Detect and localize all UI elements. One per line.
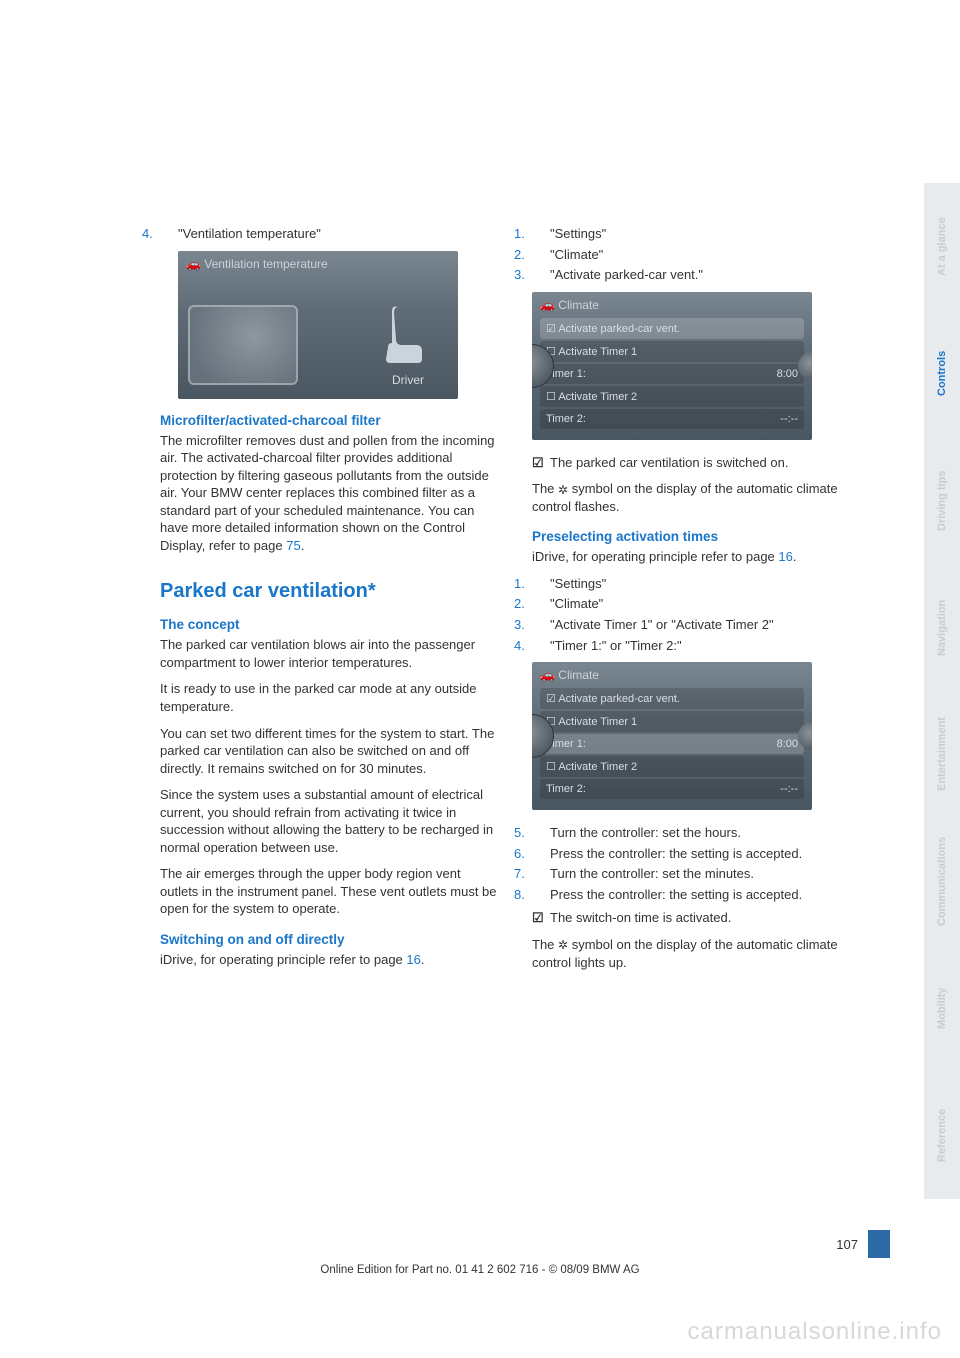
pstep-2: 2."Climate" xyxy=(532,595,870,613)
pstep-5: 5.Turn the controller: set the hours. xyxy=(532,824,870,842)
page-ref-16b[interactable]: 16 xyxy=(778,549,792,564)
tab-spacer xyxy=(924,0,960,183)
paragraph-switched-on: ☑The parked car ventilation is switched … xyxy=(532,454,870,472)
two-column-layout: 4."Ventilation temperature" 🚗 Ventilatio… xyxy=(160,225,870,980)
paragraph-concept-5: The air emerges through the upper body r… xyxy=(160,865,498,918)
left-column: 4."Ventilation temperature" 🚗 Ventilatio… xyxy=(160,225,498,980)
pstep-7: 7.Turn the controller: set the minutes. xyxy=(532,865,870,883)
pstep-4: 4."Timer 1:" or "Timer 2:" xyxy=(532,637,870,655)
screenshot-driver-label: Driver xyxy=(392,373,424,387)
menu-row: Timer 2:--:-- xyxy=(540,409,804,429)
page-number-wrap: 107 xyxy=(836,1230,890,1258)
screenshot-header: 🚗 Ventilation temperature xyxy=(186,257,450,271)
fan-icon: ✲ xyxy=(558,937,568,953)
step-activate-parked: 3."Activate parked-car vent." xyxy=(532,266,870,284)
watermark: carmanualsonline.info xyxy=(688,1318,942,1346)
heading-preselecting: Preselecting activation times xyxy=(532,529,870,544)
menu-row: Timer 1:8:00 xyxy=(540,734,804,754)
heading-switching: Switching on and off directly xyxy=(160,932,498,947)
pstep-6: 6.Press the controller: the setting is a… xyxy=(532,845,870,863)
menu-row: Timer 2:--:-- xyxy=(540,779,804,799)
pstep-3: 3."Activate Timer 1" or "Activate Timer … xyxy=(532,616,870,634)
right-column: 1."Settings" 2."Climate" 3."Activate par… xyxy=(532,225,870,980)
heading-concept: The concept xyxy=(160,617,498,632)
paragraph-microfilter: The microfilter removes dust and pollen … xyxy=(160,432,498,555)
footer-text: Online Edition for Part no. 01 41 2 602 … xyxy=(0,1264,960,1276)
paragraph-concept-1: The parked car ventilation blows air int… xyxy=(160,636,498,671)
tab-communications[interactable]: Communications xyxy=(924,818,960,945)
page: 4."Ventilation temperature" 🚗 Ventilatio… xyxy=(0,0,960,1358)
screenshot-b-header: 🚗 Climate xyxy=(540,668,804,682)
idrive-screenshot-ventilation: 🚗 Ventilation temperature Driver xyxy=(178,251,458,399)
step-settings: 1."Settings" xyxy=(532,225,870,243)
tab-navigation[interactable]: Navigation xyxy=(924,564,960,691)
menu-row: ☐ Activate Timer 2 xyxy=(540,386,804,407)
tab-mobility[interactable]: Mobility xyxy=(924,945,960,1072)
menu-row: Timer 1:8:00 xyxy=(540,364,804,384)
menu-row: ☐ Activate Timer 1 xyxy=(540,341,804,362)
menu-row: ☐ Activate Timer 2 xyxy=(540,756,804,777)
menu-row: ☑ Activate parked-car vent. xyxy=(540,688,804,709)
menu-row: ☑ Activate parked-car vent. xyxy=(540,318,804,339)
paragraph-lights-up: The ✲ symbol on the display of the autom… xyxy=(532,936,870,971)
paragraph-concept-2: It is ready to use in the parked car mod… xyxy=(160,680,498,715)
seat-icon xyxy=(378,299,438,369)
idrive-screenshot-climate-b: 🚗 Climate ☑ Activate parked-car vent. ☐ … xyxy=(532,662,812,810)
page-ref-16a[interactable]: 16 xyxy=(406,952,420,967)
step-climate: 2."Climate" xyxy=(532,246,870,264)
idrive-screenshot-climate-a: 🚗 Climate ☑ Activate parked-car vent. ☐ … xyxy=(532,292,812,440)
paragraph-flash: The ✲ symbol on the display of the autom… xyxy=(532,480,870,515)
paragraph-idrive-ref: iDrive, for operating principle refer to… xyxy=(532,548,870,566)
tab-entertainment[interactable]: Entertainment xyxy=(924,691,960,818)
fan-icon: ✲ xyxy=(558,482,568,498)
pstep-1: 1."Settings" xyxy=(532,575,870,593)
paragraph-switching: iDrive, for operating principle refer to… xyxy=(160,951,498,969)
checkbox-icon: ☑ xyxy=(532,454,550,472)
screenshot-driver-figure: Driver xyxy=(378,299,438,387)
page-number-bar xyxy=(868,1230,890,1258)
heading-parked-car-ventilation: Parked car ventilation* xyxy=(160,580,498,603)
menu-row: ☐ Activate Timer 1 xyxy=(540,711,804,732)
page-number: 107 xyxy=(836,1237,858,1252)
step-number: 4. xyxy=(160,225,178,243)
screenshot-a-menu: ☑ Activate parked-car vent. ☐ Activate T… xyxy=(540,318,804,429)
screenshot-b-menu: ☑ Activate parked-car vent. ☐ Activate T… xyxy=(540,688,804,799)
pstep-8: 8.Press the controller: the setting is a… xyxy=(532,886,870,904)
page-ref-75[interactable]: 75 xyxy=(286,538,300,553)
section-tabs: At a glance Controls Driving tips Naviga… xyxy=(924,0,960,1280)
heading-microfilter: Microfilter/activated-charcoal filter xyxy=(160,413,498,428)
tab-driving-tips[interactable]: Driving tips xyxy=(924,437,960,564)
screenshot-art-panel xyxy=(188,305,298,385)
tab-controls[interactable]: Controls xyxy=(924,310,960,437)
paragraph-activated: ☑The switch-on time is activated. xyxy=(532,909,870,927)
step-text: "Ventilation temperature" xyxy=(178,226,321,241)
list-step-4: 4."Ventilation temperature" xyxy=(160,225,498,243)
tab-reference[interactable]: Reference xyxy=(924,1072,960,1199)
tab-at-a-glance[interactable]: At a glance xyxy=(924,183,960,310)
paragraph-concept-4: Since the system uses a substantial amou… xyxy=(160,786,498,856)
paragraph-concept-3: You can set two different times for the … xyxy=(160,725,498,778)
screenshot-a-header: 🚗 Climate xyxy=(540,298,804,312)
checkbox-icon: ☑ xyxy=(532,909,550,927)
